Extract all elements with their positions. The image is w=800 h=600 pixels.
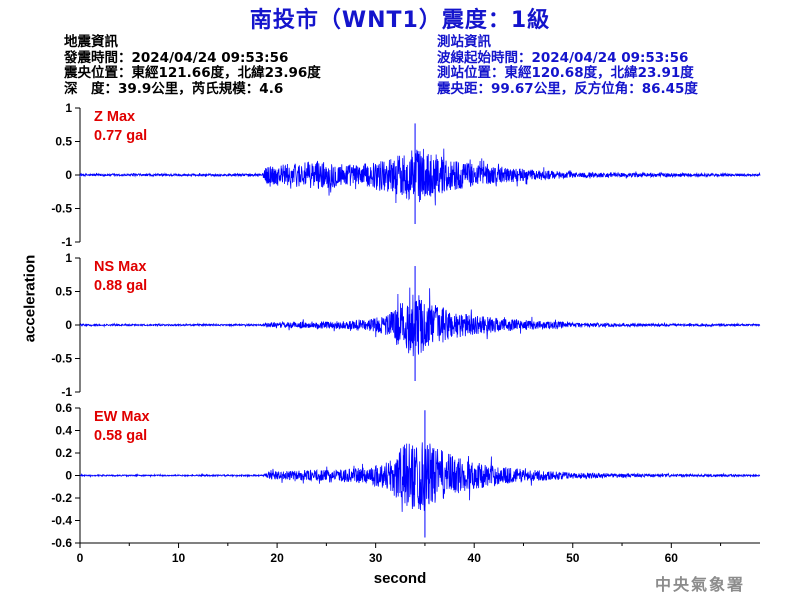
depth-magnitude: 深 度：39.9公里，芮氏規模：4.6 <box>64 80 284 97</box>
y-tick-label-ns: 1 <box>65 251 72 265</box>
annotation-label: NS Max <box>94 259 147 275</box>
x-tick-label: 30 <box>369 551 383 565</box>
y-tick-label-ew: 0 <box>65 469 72 483</box>
y-tick-label-ew: 0.4 <box>55 424 72 438</box>
y-tick-label-ew: 0.2 <box>55 446 72 460</box>
y-tick-label-ew: -0.2 <box>51 491 72 505</box>
annotation-ew: EW Max 0.58 gal <box>94 408 150 446</box>
annotation-label: EW Max <box>94 409 150 425</box>
epicenter-location: 震央位置：東經121.66度，北緯23.96度 <box>64 65 321 82</box>
y-tick-label-z: 0 <box>65 168 72 182</box>
x-tick-label: 60 <box>665 551 679 565</box>
y-tick-label-z: -0.5 <box>51 202 72 216</box>
y-tick-label-ns: 0 <box>65 318 72 332</box>
x-tick-label: 20 <box>270 551 284 565</box>
annotation-label: Z Max <box>94 109 136 125</box>
annotation-value: 0.58 gal <box>94 428 148 444</box>
earthquake-info-heading: 地震資訊 <box>64 34 118 50</box>
origin-time: 發震時間：2024/04/24 09:53:56 <box>64 49 289 66</box>
x-tick-label: 50 <box>566 551 580 565</box>
x-tick-label: 10 <box>172 551 186 565</box>
agency-credit: 中央氣象署 <box>655 575 746 594</box>
y-tick-label-ns: -0.5 <box>51 352 72 366</box>
y-tick-label-z: 1 <box>65 101 72 115</box>
trace-ns <box>79 287 761 357</box>
y-tick-label-ns: 0.5 <box>55 285 72 299</box>
y-tick-label-ew: -0.6 <box>51 536 72 550</box>
annotation-value: 0.88 gal <box>94 278 148 294</box>
trace-z <box>79 148 761 206</box>
station-info: 測站資訊 波線起始時間：2024/04/24 09:53:56 測站位置：東經120… <box>437 34 698 97</box>
y-tick-label-z: -1 <box>61 235 72 249</box>
chart-title: 南投市（WNT1）震度：1級 <box>249 8 551 33</box>
y-tick-label-ns: -1 <box>61 385 72 399</box>
x-tick-label: 0 <box>77 551 84 565</box>
epicentral-distance: 震央距：99.67公里，反方位角：86.45度 <box>437 80 698 97</box>
y-tick-label-ew: 0.6 <box>55 401 72 415</box>
wave-start-time: 波線起始時間：2024/04/24 09:53:56 <box>437 49 689 66</box>
y-tick-label-ew: -0.4 <box>51 514 72 528</box>
station-location: 測站位置：東經120.68度，北緯23.91度 <box>437 65 694 82</box>
x-axis-label: second <box>373 570 427 587</box>
annotation-value: 0.77 gal <box>94 128 148 144</box>
station-info-heading: 測站資訊 <box>437 34 491 50</box>
earthquake-info: 地震資訊 發震時間：2024/04/24 09:53:56 震央位置：東經121.6… <box>64 34 321 97</box>
y-tick-label-z: 0.5 <box>55 135 72 149</box>
annotation-z: Z Max 0.77 gal <box>94 108 147 146</box>
annotation-ns: NS Max 0.88 gal <box>94 258 147 296</box>
y-axis-label: acceleration <box>21 254 39 343</box>
trace-ew <box>79 442 761 512</box>
x-tick-label: 40 <box>468 551 482 565</box>
